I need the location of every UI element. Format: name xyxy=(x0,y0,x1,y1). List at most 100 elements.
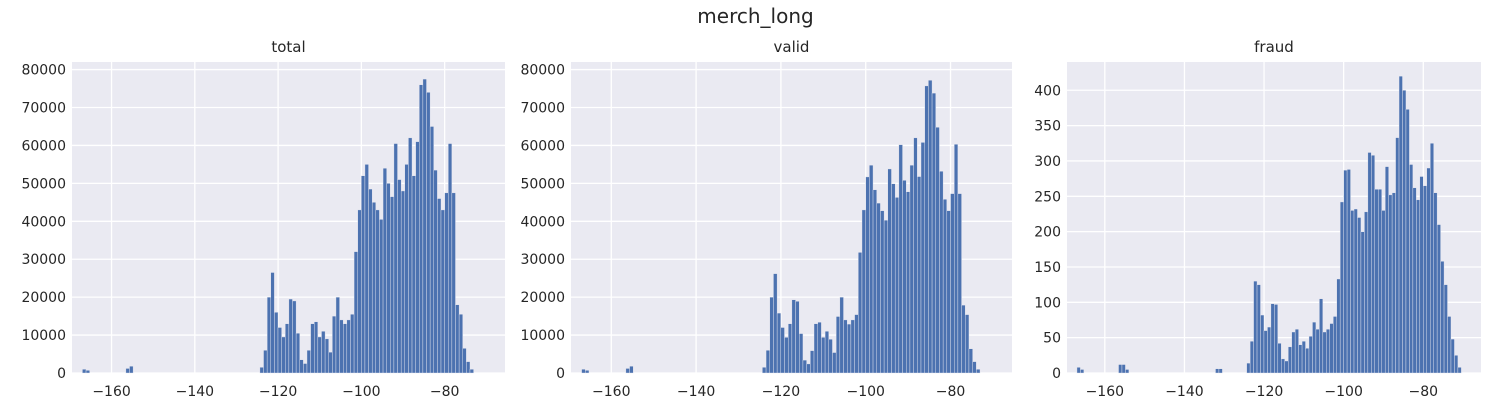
histogram-bar xyxy=(1267,326,1272,374)
histogram-bar xyxy=(469,369,474,374)
histogram-bar xyxy=(1305,348,1310,374)
histogram-bar xyxy=(858,252,863,374)
histogram-bar xyxy=(1450,338,1455,374)
histogram-bar xyxy=(784,337,789,374)
histogram-bar xyxy=(1395,137,1400,374)
histogram-bar xyxy=(1443,284,1448,374)
histogram-bar xyxy=(1125,369,1130,374)
histogram-bar xyxy=(954,144,959,374)
histogram-bar xyxy=(913,137,918,374)
histogram-bar xyxy=(1357,217,1362,374)
histogram-bar xyxy=(806,363,811,374)
y-tick-label: 40000 xyxy=(21,214,66,230)
histogram-bar xyxy=(832,352,837,374)
histogram-bar xyxy=(451,192,456,374)
y-tick-label: 80000 xyxy=(21,63,66,79)
histogram-bar xyxy=(1402,90,1407,374)
histogram-bar xyxy=(386,183,391,374)
histogram-bar xyxy=(942,199,948,374)
histogram-bar xyxy=(299,359,304,374)
x-tick-label: −120 xyxy=(762,384,800,400)
histogram-bar xyxy=(129,365,134,374)
histogram-bar xyxy=(1263,330,1268,374)
histogram-bar xyxy=(361,175,366,374)
histogram-bar xyxy=(281,336,286,374)
y-tick-label: 0 xyxy=(1052,366,1061,382)
histogram-bar xyxy=(791,299,796,374)
subplot-title: total xyxy=(271,38,305,56)
histogram-bar xyxy=(581,369,586,374)
histogram-bar xyxy=(1339,201,1344,374)
histogram-bar xyxy=(400,190,405,374)
histogram-bar xyxy=(125,368,130,374)
histogram-bar xyxy=(1416,199,1421,374)
histogram-bar xyxy=(876,202,881,374)
histogram-bar xyxy=(1291,331,1296,374)
y-tick-label: 150 xyxy=(1034,260,1061,276)
histogram-bar xyxy=(343,323,348,374)
histogram-bar xyxy=(821,337,826,374)
histogram-bar xyxy=(1260,314,1265,374)
histogram-bar xyxy=(440,209,445,374)
histogram-bar xyxy=(1419,176,1424,374)
y-tick-label: 250 xyxy=(1034,189,1061,205)
x-tick-label: −140 xyxy=(677,384,715,400)
histogram-bar xyxy=(762,367,767,374)
y-tick-label: 400 xyxy=(1034,83,1061,99)
histogram-bar xyxy=(379,219,384,374)
histogram-bar xyxy=(1118,364,1123,374)
histogram-bar xyxy=(802,359,807,374)
x-tick-label: −80 xyxy=(936,384,966,400)
histogram-bar xyxy=(1436,224,1441,374)
histogram-bar xyxy=(585,370,590,374)
histogram-bar xyxy=(368,188,373,374)
histogram-bar xyxy=(909,164,914,374)
histogram-bar xyxy=(843,319,848,374)
histogram-bar xyxy=(353,251,358,374)
histogram-bar xyxy=(382,167,387,374)
histogram-bar xyxy=(1298,344,1303,374)
histogram-bar xyxy=(957,193,962,374)
histogram-bar xyxy=(1454,355,1459,374)
histogram-bar xyxy=(946,210,951,374)
histogram-bar xyxy=(292,300,297,374)
subplot-title: fraud xyxy=(1254,38,1294,56)
histogram-bar xyxy=(1218,368,1223,374)
histogram-bar xyxy=(259,367,264,374)
histogram-bar xyxy=(1423,185,1427,374)
figure-suptitle: merch_long xyxy=(697,4,814,28)
histogram-bar xyxy=(869,164,874,374)
histogram-bar xyxy=(1253,280,1258,374)
histogram-bar xyxy=(1312,321,1317,374)
histogram-bar xyxy=(1412,187,1417,374)
histogram-bar xyxy=(1249,340,1254,374)
histogram-bar xyxy=(1426,167,1431,374)
histogram-bar xyxy=(371,202,377,374)
histogram-bar xyxy=(324,338,329,374)
histogram-bar xyxy=(1294,328,1299,374)
y-tick-label: 70000 xyxy=(21,101,66,117)
y-tick-label: 100 xyxy=(1034,295,1061,311)
x-tick-label: −160 xyxy=(592,384,630,400)
histogram-bar xyxy=(419,84,424,374)
histogram-bar xyxy=(466,361,471,374)
histogram-bar xyxy=(1433,192,1438,374)
histogram-bar xyxy=(263,350,268,374)
histogram-bar xyxy=(346,319,351,374)
histogram-bar xyxy=(335,296,340,374)
y-tick-label: 40000 xyxy=(520,214,565,230)
histogram-bar xyxy=(1256,284,1261,374)
y-tick-label: 30000 xyxy=(520,252,565,268)
histogram-bar xyxy=(1343,169,1348,374)
histogram-bar xyxy=(1353,208,1358,374)
histogram-bar xyxy=(839,296,844,374)
histogram-bar xyxy=(339,319,344,374)
x-tick-label: −100 xyxy=(846,384,884,400)
histogram-bar xyxy=(397,179,402,374)
histogram-bar xyxy=(317,336,322,374)
histogram-bar xyxy=(828,339,833,374)
histogram-bar xyxy=(776,312,782,374)
histogram-bar xyxy=(393,143,398,374)
histogram-bar xyxy=(82,369,87,374)
histogram-bar xyxy=(1409,164,1414,374)
